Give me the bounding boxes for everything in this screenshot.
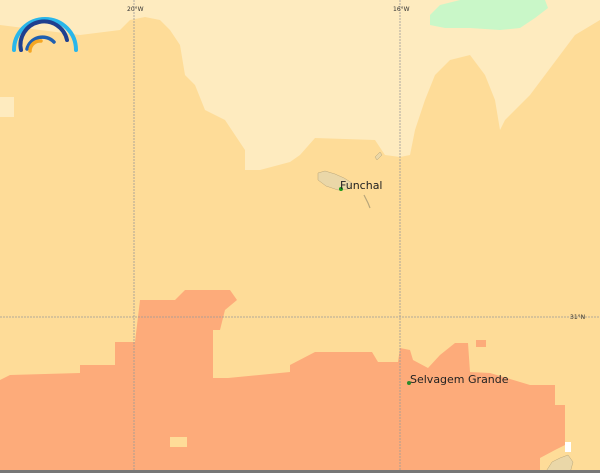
weather-rainbow-logo-icon bbox=[12, 17, 78, 53]
madeira-island bbox=[317, 170, 353, 191]
light-patch bbox=[0, 97, 14, 117]
lat-label-31n: 31°N bbox=[570, 314, 586, 321]
lon-label-20w: 20°W bbox=[127, 6, 144, 13]
funchal-marker[interactable] bbox=[339, 187, 343, 191]
green-zone bbox=[430, 0, 548, 30]
desertas-islands bbox=[363, 194, 371, 209]
funchal-label: Funchal bbox=[340, 179, 383, 192]
canary-white-patch bbox=[565, 442, 571, 452]
orange-zone bbox=[0, 290, 565, 473]
canary-island bbox=[544, 454, 574, 473]
porto-santo-island bbox=[374, 151, 383, 161]
orange-patch bbox=[476, 340, 486, 347]
light-zone bbox=[0, 0, 600, 170]
bottom-border bbox=[0, 470, 600, 473]
selvagem-grande-marker[interactable] bbox=[407, 381, 411, 385]
selvagem-grande-label: Selvagem Grande bbox=[410, 373, 509, 386]
mid-patch bbox=[170, 437, 187, 447]
lon-label-16w: 16°W bbox=[393, 6, 410, 13]
